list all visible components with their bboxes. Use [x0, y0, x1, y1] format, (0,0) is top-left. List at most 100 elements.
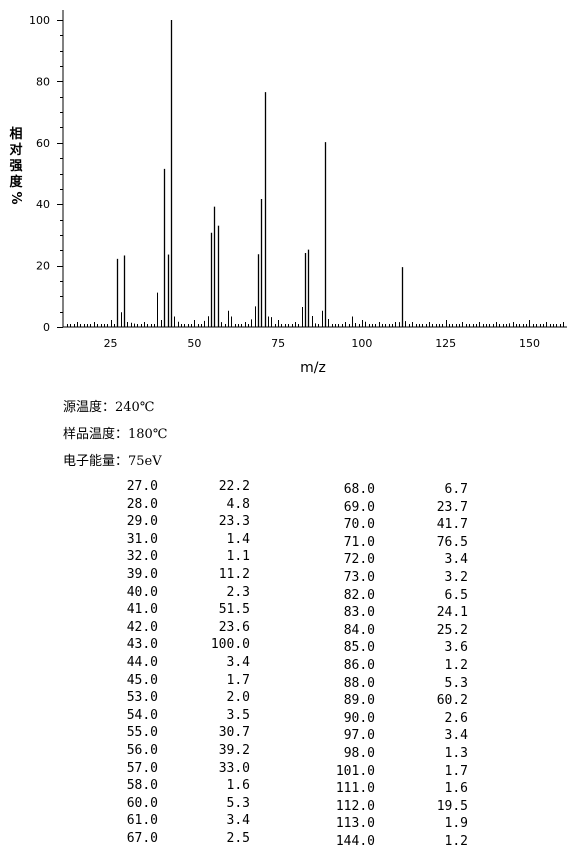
peak-mz: 42.0 [126, 619, 158, 635]
peak-abundance: 3.6 [444, 640, 468, 656]
peak-row: 45.0 1.7 [0, 672, 250, 690]
peak-abundance: 3.5 [226, 707, 250, 723]
y-tick-label: 60 [36, 137, 50, 150]
peak-mz: 84.0 [343, 622, 375, 638]
peak-abundance: 1.6 [226, 778, 250, 794]
peak-mz: 29.0 [126, 514, 158, 530]
peak-mz: 43.0 [126, 637, 158, 653]
x-tick-label: 150 [519, 337, 540, 350]
peak-row: 44.0 3.4 [0, 654, 250, 672]
peak-row: 86.0 1.2 [0, 657, 468, 675]
peak-row: 111.0 1.6 [0, 780, 468, 798]
peak-mz: 32.0 [126, 549, 158, 565]
peak-row: 32.0 1.1 [0, 548, 250, 566]
peak-table-left: 27.0 22.2 28.0 4.8 29.0 23.3 31.0 1.4 32.0 1.1 39.… [0, 478, 250, 847]
peak-mz: 113.0 [335, 816, 375, 832]
peak-row: 56.0 39.2 [0, 742, 250, 760]
peak-row: 112.0 19.5 [0, 798, 468, 816]
peak-row: 84.0 25.2 [0, 622, 468, 640]
peak-row: 71.0 76.5 [0, 534, 468, 552]
peak-abundance: 6.7 [444, 482, 468, 497]
peak-abundance: 76.5 [436, 534, 468, 550]
peak-mz: 67.0 [126, 830, 158, 846]
x-tick-label: 25 [104, 337, 118, 350]
peak-abundance: 3.2 [444, 569, 468, 585]
peak-mz: 86.0 [343, 657, 375, 673]
electron-energy: 电子能量：75eV [63, 454, 162, 469]
peak-abundance: 51.5 [218, 602, 250, 618]
peak-mz: 69.0 [343, 499, 375, 515]
peak-mz: 27.0 [126, 479, 158, 494]
x-axis-label: m/z [300, 360, 326, 376]
peak-row: 53.0 2.0 [0, 689, 250, 707]
peak-mz: 97.0 [343, 728, 375, 744]
peak-abundance: 23.3 [218, 514, 250, 530]
x-tick-label: 75 [271, 337, 285, 350]
peak-abundance: 30.7 [218, 725, 250, 741]
peak-mz: 71.0 [343, 534, 375, 550]
peak-mz: 68.0 [343, 482, 375, 497]
peak-abundance: 23.7 [436, 499, 468, 515]
peak-row: 83.0 24.1 [0, 604, 468, 622]
peak-mz: 70.0 [343, 517, 375, 533]
y-tick-label: 20 [36, 260, 50, 273]
peak-mz: 57.0 [126, 760, 158, 776]
peak-abundance: 1.7 [226, 672, 250, 688]
sample-temperature: 样品温度：180℃ [63, 427, 168, 442]
peak-mz: 54.0 [126, 707, 158, 723]
peak-abundance: 1.1 [226, 549, 250, 565]
peak-mz: 82.0 [343, 587, 375, 603]
peak-mz: 85.0 [343, 640, 375, 656]
peak-abundance: 1.2 [444, 657, 468, 673]
x-tick-label: 100 [351, 337, 372, 350]
peak-mz: 73.0 [343, 569, 375, 585]
peak-abundance: 41.7 [436, 517, 468, 533]
peak-row: 55.0 30.7 [0, 724, 250, 742]
peak-abundance: 6.5 [444, 587, 468, 603]
peak-row: 29.0 23.3 [0, 513, 250, 531]
peak-abundance: 5.3 [444, 675, 468, 691]
peak-row: 70.0 41.7 [0, 516, 468, 534]
peak-mz: 111.0 [335, 781, 375, 797]
y-tick-label: 40 [36, 198, 50, 211]
peak-row: 82.0 6.5 [0, 587, 468, 605]
y-tick-label: 0 [43, 321, 50, 334]
y-axis-label-char: 对 [9, 142, 22, 158]
peak-row: 101.0 1.7 [0, 763, 468, 781]
peak-abundance: 1.9 [444, 816, 468, 832]
peak-row: 60.0 5.3 [0, 795, 250, 813]
y-axis-label-char: 强 [9, 159, 22, 174]
peak-abundance: 22.2 [218, 479, 250, 494]
peak-row: 27.0 22.2 [0, 478, 250, 496]
peak-mz: 144.0 [335, 833, 375, 849]
x-tick-label: 125 [435, 337, 456, 350]
peak-row: 73.0 3.2 [0, 569, 468, 587]
peak-mz: 72.0 [343, 552, 375, 568]
peak-mz: 40.0 [126, 584, 158, 600]
y-tick-label: 100 [29, 14, 50, 27]
peak-abundance: 2.0 [226, 690, 250, 706]
y-axis-label-char: 相 [9, 126, 22, 142]
peak-row: 54.0 3.5 [0, 707, 250, 725]
peak-row: 144.0 1.2 [0, 833, 468, 851]
peak-mz: 60.0 [126, 795, 158, 811]
peak-abundance: 100.0 [210, 637, 250, 653]
peak-row: 68.0 6.7 [0, 481, 468, 499]
peak-mz: 88.0 [343, 675, 375, 691]
peak-mz: 53.0 [126, 690, 158, 706]
peak-abundance: 1.4 [226, 531, 250, 547]
peak-row: 61.0 3.4 [0, 812, 250, 830]
peak-abundance: 3.4 [226, 813, 250, 829]
peak-mz: 39.0 [126, 566, 158, 582]
y-axis-label-char: % [8, 191, 23, 204]
peak-row: 67.0 2.5 [0, 830, 250, 848]
source-temperature: 源温度：240℃ [63, 400, 155, 415]
peak-abundance: 2.3 [226, 584, 250, 600]
peak-mz: 89.0 [343, 693, 375, 709]
peak-mz: 58.0 [126, 778, 158, 794]
peak-abundance: 4.8 [226, 496, 250, 512]
peak-row: 41.0 51.5 [0, 601, 250, 619]
peak-mz: 83.0 [343, 605, 375, 621]
peak-row: 90.0 2.6 [0, 710, 468, 728]
